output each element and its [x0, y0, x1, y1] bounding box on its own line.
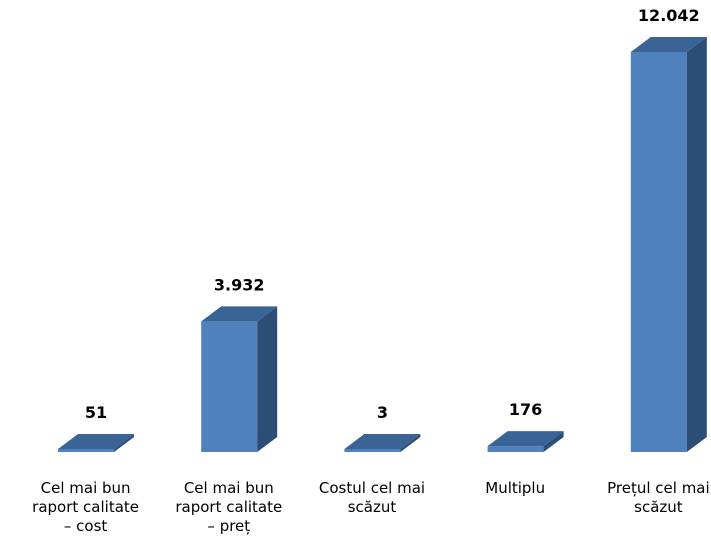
bar-front-5	[630, 52, 687, 452]
category-label-2: Cel mai bun raport calitate – preț	[175, 479, 282, 535]
bar-front-1	[58, 449, 114, 452]
bar-top-4	[487, 431, 564, 447]
data-label-2: 3.932	[214, 275, 265, 294]
bar-top-1	[58, 434, 134, 449]
bar-side-2	[257, 306, 278, 452]
data-label-5: 12.042	[638, 6, 700, 25]
bar-top-5	[630, 37, 707, 52]
bar-side-3	[400, 434, 421, 452]
bar-front-3	[344, 449, 401, 452]
bar-front-2	[201, 321, 258, 452]
bar-front-4	[487, 446, 544, 452]
category-label-1: Cel mai bun raport calitate – cost	[32, 479, 139, 535]
data-label-4: 176	[509, 400, 542, 419]
bar-side-4	[543, 431, 564, 452]
data-label-1: 51	[85, 403, 107, 422]
category-label-3: Costul cel mai scăzut	[319, 479, 425, 516]
category-label-5: Prețul cel mai scăzut	[607, 479, 710, 516]
bar-side-1	[114, 434, 134, 452]
bar-side-5	[686, 37, 707, 452]
data-labels-group: 51 3.932 3 176 12.042	[85, 6, 700, 422]
bar-top-2	[201, 306, 278, 322]
data-label-3: 3	[377, 403, 388, 422]
category-labels-group: Cel mai bun raport calitate – cost Cel mai …	[32, 479, 710, 535]
bar-top-3	[344, 434, 421, 449]
bars-group	[58, 37, 707, 452]
category-label-4: Multiplu	[485, 479, 545, 497]
